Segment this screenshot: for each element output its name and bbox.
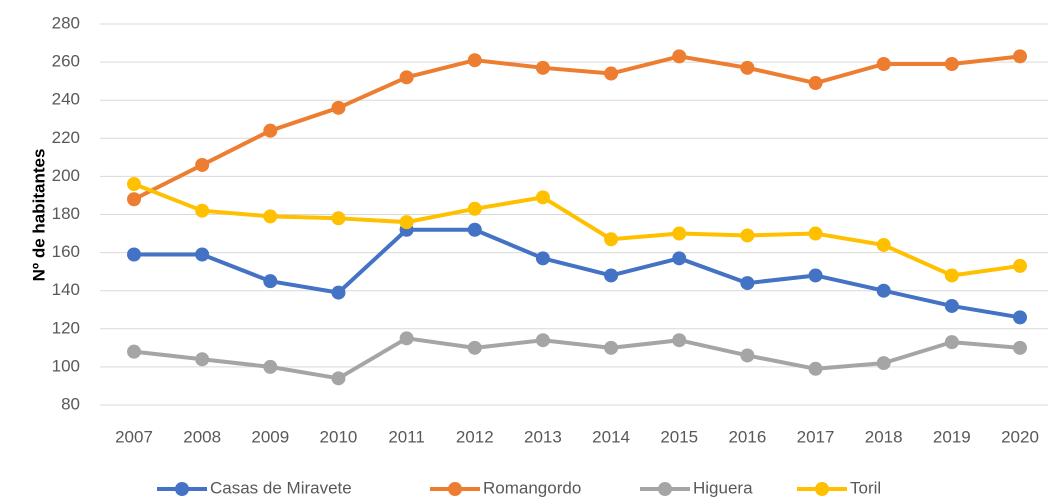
point bbox=[604, 340, 619, 355]
point bbox=[127, 192, 141, 207]
point bbox=[672, 251, 687, 266]
point bbox=[195, 157, 210, 172]
series-line bbox=[133, 54, 1021, 202]
x-tick-label: 2008 bbox=[183, 427, 221, 446]
point bbox=[263, 123, 278, 138]
y-tick-label: 100 bbox=[52, 356, 80, 375]
point bbox=[535, 190, 550, 205]
y-tick-label: 160 bbox=[52, 242, 80, 261]
point bbox=[876, 283, 891, 298]
x-tick-label: 2011 bbox=[388, 427, 425, 446]
point bbox=[672, 49, 687, 64]
legend-label: Higuera bbox=[693, 478, 753, 497]
y-tick-label: 120 bbox=[52, 318, 80, 337]
point bbox=[672, 226, 687, 241]
point bbox=[399, 70, 414, 85]
legend-marker bbox=[658, 482, 672, 496]
point bbox=[944, 268, 959, 283]
point bbox=[876, 57, 891, 72]
y-tick-label: 180 bbox=[52, 204, 80, 223]
legend-label: Toril bbox=[850, 478, 881, 497]
point bbox=[604, 232, 619, 247]
x-tick-label: 2013 bbox=[524, 427, 562, 446]
point bbox=[467, 340, 482, 355]
point bbox=[944, 335, 959, 350]
x-tick-label: 2015 bbox=[660, 427, 698, 446]
point bbox=[808, 361, 823, 376]
y-tick-label: 140 bbox=[52, 280, 80, 299]
point bbox=[467, 53, 482, 68]
point bbox=[672, 333, 687, 348]
x-tick-label: 2019 bbox=[933, 427, 971, 446]
point bbox=[127, 177, 141, 192]
point bbox=[535, 333, 550, 348]
y-tick-label: 200 bbox=[52, 166, 80, 185]
point bbox=[535, 251, 550, 266]
point bbox=[331, 100, 346, 115]
point bbox=[1013, 340, 1027, 355]
point bbox=[808, 226, 823, 241]
point bbox=[604, 268, 619, 283]
point bbox=[740, 348, 755, 363]
x-tick-label: 2009 bbox=[251, 427, 289, 446]
point bbox=[740, 276, 755, 291]
point bbox=[876, 237, 891, 252]
y-tick-label: 220 bbox=[52, 128, 80, 147]
y-tick-label: 280 bbox=[52, 13, 80, 32]
point bbox=[808, 268, 823, 283]
point bbox=[195, 352, 210, 367]
series-line bbox=[134, 227, 1021, 320]
legend-marker bbox=[448, 482, 462, 496]
point bbox=[740, 228, 755, 243]
point bbox=[808, 76, 823, 91]
point bbox=[127, 344, 141, 359]
point bbox=[944, 298, 959, 313]
point bbox=[399, 331, 414, 346]
point bbox=[944, 57, 959, 72]
y-tick-label: 260 bbox=[52, 52, 80, 71]
point bbox=[195, 247, 210, 262]
point bbox=[876, 356, 891, 371]
legend-marker bbox=[175, 482, 189, 496]
point bbox=[127, 247, 141, 262]
point bbox=[263, 274, 278, 289]
point bbox=[535, 60, 550, 75]
point bbox=[195, 203, 210, 218]
x-tick-label: 2014 bbox=[592, 427, 630, 446]
x-tick-label: 2017 bbox=[797, 427, 835, 446]
x-tick-label: 2018 bbox=[865, 427, 903, 446]
point bbox=[467, 222, 482, 237]
point bbox=[263, 209, 278, 224]
x-tick-label: 2020 bbox=[1001, 427, 1039, 446]
point bbox=[399, 215, 414, 230]
point bbox=[331, 285, 346, 300]
point bbox=[1013, 310, 1027, 325]
y-axis-label: Nº de habitantes bbox=[29, 149, 48, 282]
series-line bbox=[133, 182, 1021, 278]
point bbox=[467, 201, 482, 216]
series-line bbox=[133, 336, 1021, 381]
y-tick-label: 80 bbox=[61, 394, 80, 413]
point bbox=[263, 359, 278, 374]
point bbox=[331, 371, 346, 386]
x-tick-label: 2010 bbox=[320, 427, 358, 446]
point bbox=[604, 66, 619, 81]
legend-label: Romangordo bbox=[483, 478, 581, 497]
x-tick-label: 2016 bbox=[728, 427, 766, 446]
x-tick-label: 2012 bbox=[456, 427, 494, 446]
point bbox=[331, 211, 346, 226]
legend-marker bbox=[815, 482, 829, 496]
point bbox=[740, 60, 755, 75]
legend-label: Casas de Miravete bbox=[210, 478, 352, 497]
point bbox=[1013, 49, 1027, 64]
y-tick-label: 240 bbox=[52, 90, 80, 109]
point bbox=[1013, 258, 1027, 273]
x-tick-label: 2007 bbox=[115, 427, 153, 446]
